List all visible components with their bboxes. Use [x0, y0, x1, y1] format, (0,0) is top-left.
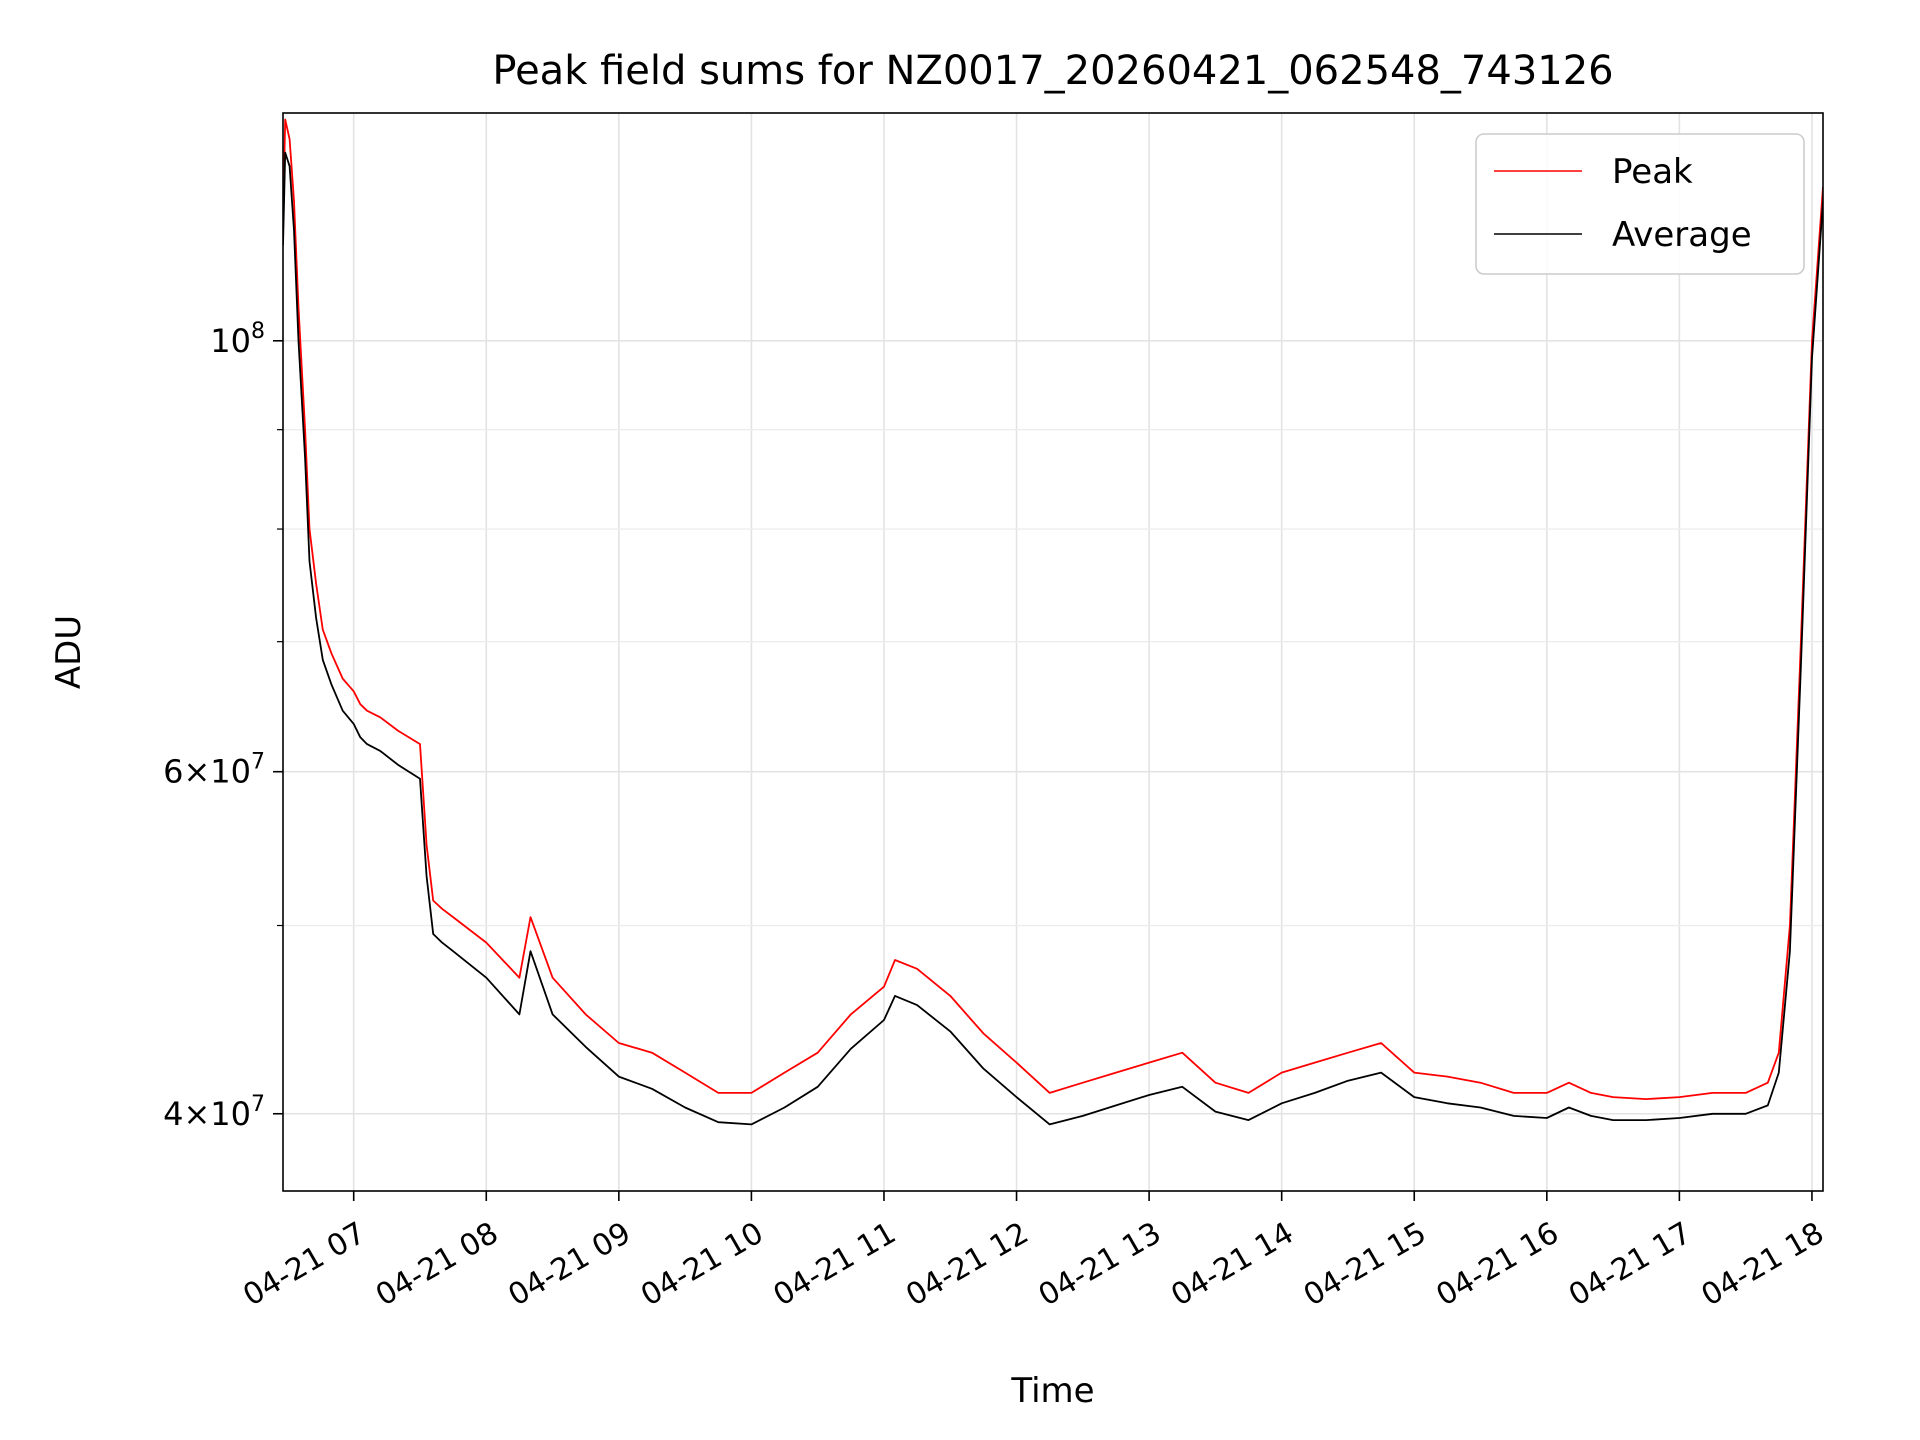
legend-box — [1475, 133, 1805, 275]
y-axis-label: ADU — [49, 615, 89, 689]
x-axis-label: Time — [1010, 1371, 1094, 1411]
legend: Peak Average — [1475, 133, 1805, 275]
plot-area — [283, 118, 1823, 1126]
chart-title: Peak field sums for NZ0017_20260421_0625… — [492, 48, 1613, 94]
axes-frame — [282, 112, 1824, 1192]
grid — [283, 113, 1823, 1191]
series-layer — [283, 118, 1823, 1126]
y-axis: 108 6×107 4×107 — [163, 319, 283, 1133]
legend-label-peak: Peak — [1612, 152, 1693, 192]
series-line-peak — [283, 118, 1823, 1100]
y-tick-label: 6×107 — [163, 750, 265, 791]
y-tick-label: 108 — [210, 319, 265, 360]
series-line-average — [283, 151, 1823, 1126]
y-tick-label: 4×107 — [163, 1092, 265, 1133]
legend-label-average: Average — [1612, 215, 1752, 255]
